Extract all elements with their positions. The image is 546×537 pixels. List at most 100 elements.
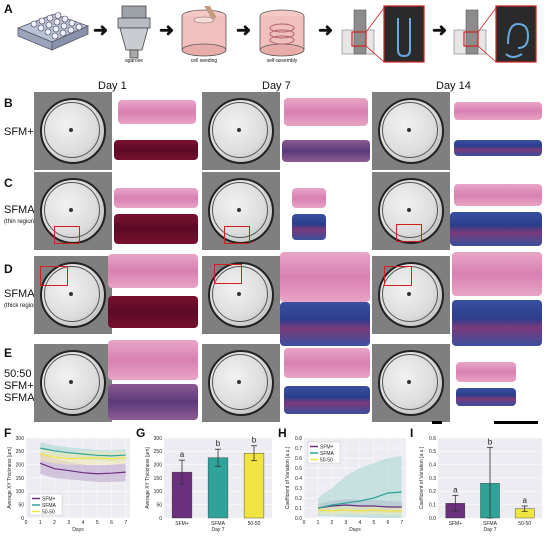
chart-g-thickness-day7: a SFM+ b SFMA b 50-50 0 50 100 150 200 250 300 Day 7 A… [145, 436, 272, 533]
histology-he-b-day1 [118, 100, 196, 124]
arrow-icon: ➜ [236, 20, 252, 40]
agarose-caption: agarose [124, 58, 144, 64]
x-tick-label: 3 [67, 520, 70, 526]
significance-letter: b [252, 436, 257, 445]
row-label-line: SFMA [4, 392, 35, 404]
row-label-text: SFMA [4, 288, 35, 300]
histology-trichrome-c-day1 [114, 214, 198, 244]
y-tick-label: 0.5 [295, 466, 302, 472]
row-label-sfm-plus: SFM+ [4, 126, 34, 138]
well-image-c-day1 [34, 172, 112, 250]
x-tick-label: 0 [303, 520, 306, 526]
histology-trichrome-e-day1 [108, 384, 198, 420]
y-axis-label: Coefficient of Variation [a.u.] [419, 446, 425, 509]
well-plate-icon [16, 12, 90, 51]
y-tick-label: 250 [154, 449, 163, 455]
well-image-e-day1 [34, 344, 112, 422]
histology-he-e-day1 [108, 340, 198, 380]
y-tick-label: 100 [16, 489, 25, 495]
x-tick-label: 4 [82, 520, 85, 526]
x-tick-label: 1 [39, 520, 42, 526]
y-tick-label: 0.7 [295, 446, 302, 452]
histology-trichrome-d-day14 [452, 300, 542, 346]
legend-label: SFM+ [320, 444, 334, 450]
x-axis-label: Days [72, 527, 84, 533]
y-tick-label: 0.5 [429, 449, 436, 455]
histology-he-e-day14 [456, 362, 516, 382]
x-axis-label: Days [349, 527, 361, 533]
legend-label: SFM+ [42, 496, 56, 502]
histology-he-b-day14 [454, 102, 542, 120]
panel-label-h: H [278, 426, 287, 440]
agarose-mold-icon [117, 5, 151, 59]
x-axis-label: Day 7 [211, 527, 224, 533]
row-sublabel: (thick region) [4, 303, 39, 309]
y-tick-label: 250 [16, 449, 25, 455]
y-tick-label: 300 [16, 436, 25, 442]
y-axis-label: Average XY Thickness [µm] [145, 447, 151, 509]
bar [243, 453, 265, 519]
y-tick-label: 0.0 [295, 516, 302, 522]
panel-label-g: G [136, 426, 146, 440]
well-image-d-day7 [202, 256, 280, 334]
chart-i-cv-day7: a SFM+ b SFMA a 50-50 0.0 0.1 0.2 0.3 0.4 0.5 0.6 Day… [419, 436, 542, 533]
row-label-line: SFM+ [4, 380, 34, 392]
y-tick-label: 50 [18, 502, 24, 508]
x-tick-label: 6 [386, 520, 389, 526]
confidence-band [40, 447, 126, 465]
x-tick-label: 5 [372, 520, 375, 526]
tissue-ring-icon [453, 5, 537, 63]
x-tick-label: SFMA [483, 521, 498, 527]
y-tick-label: 100 [154, 489, 163, 495]
panel-label-c: C [4, 176, 13, 190]
x-tick-label: SFMA [211, 521, 226, 527]
histology-trichrome-e-day14 [456, 388, 516, 406]
row-label-sfma-thin: SFMA (thin region) [4, 204, 36, 228]
y-tick-label: 200 [154, 462, 163, 468]
y-tick-label: 0.0 [429, 516, 436, 522]
y-axis-label: Average XY Thickness [µm] [7, 447, 13, 509]
panel-label-d: D [4, 262, 13, 276]
well-image-d-day1 [34, 256, 112, 334]
x-tick-label: SFM+ [449, 521, 463, 527]
significance-letter: a [180, 450, 185, 459]
significance-letter: a [453, 485, 458, 494]
row-label-line: 50:50 [4, 368, 32, 380]
chart-h-cv-over-time: 0.0 0.1 0.2 0.3 0.4 0.5 0.6 0.7 0.8 0 1 2 3 4 5 6 7 Days C… [285, 436, 406, 533]
y-tick-label: 0.6 [295, 456, 302, 462]
row-label-text: SFMA [4, 204, 35, 216]
y-tick-label: 50 [156, 502, 162, 508]
x-tick-label: 6 [110, 520, 113, 526]
y-tick-label: 150 [154, 476, 163, 482]
self-assembly-caption: self-assembly [266, 58, 298, 64]
histology-he-c-day7 [292, 188, 326, 208]
histology-trichrome-d-day7 [280, 302, 370, 346]
histology-he-c-day1 [114, 188, 198, 208]
x-tick-label: SFM+ [175, 521, 189, 527]
significance-letter: b [488, 437, 493, 446]
arrow-icon: ➜ [159, 20, 175, 40]
chart-f-thickness-over-time: 0 50 100 150 200 250 300 0 1 2 3 4 5 6 7 Days Average XY… [7, 436, 130, 533]
x-tick-label: 4 [358, 520, 361, 526]
y-tick-label: 0 [21, 516, 24, 522]
arrow-icon: ➜ [432, 20, 448, 40]
x-tick-label: 3 [345, 520, 348, 526]
row-sublabel: (thin region) [4, 219, 37, 225]
y-tick-label: 0.3 [295, 486, 302, 492]
tissue-removal-icon [341, 5, 425, 63]
histology-he-d-day1 [108, 254, 198, 288]
arrow-icon: ➜ [93, 20, 109, 40]
well-image-c-day7 [202, 172, 280, 250]
cell-seeding-icon [181, 6, 227, 57]
histology-trichrome-e-day7 [284, 386, 370, 414]
panel-label-e: E [4, 346, 13, 360]
series-line [40, 453, 126, 460]
y-tick-label: 0.1 [429, 502, 436, 508]
scale-bar [494, 421, 538, 424]
confidence-band [317, 456, 402, 518]
histology-he-d-day7 [280, 252, 370, 302]
y-tick-label: 0 [159, 516, 162, 522]
significance-letter: a [522, 496, 527, 505]
histology-trichrome-b-day14 [454, 140, 542, 156]
histology-he-e-day7 [284, 348, 370, 378]
